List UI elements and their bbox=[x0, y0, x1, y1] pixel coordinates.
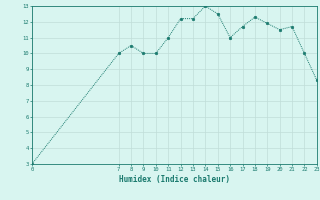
X-axis label: Humidex (Indice chaleur): Humidex (Indice chaleur) bbox=[119, 175, 230, 184]
